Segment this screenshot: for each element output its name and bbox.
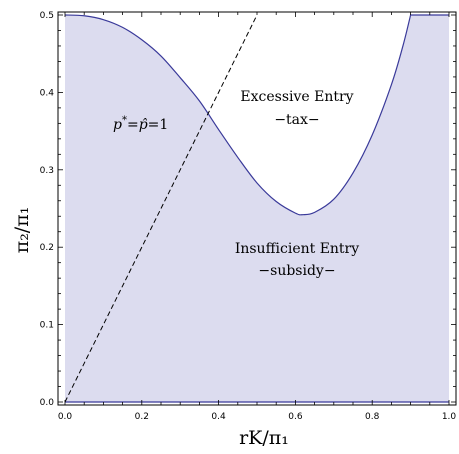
x-tick-label: 0.2 <box>135 412 149 422</box>
x-tick-label: 0.4 <box>211 412 226 422</box>
x-tick-label: 0.6 <box>288 412 303 422</box>
y-tick-label: 0.4 <box>40 88 55 98</box>
x-tick-label: 0.0 <box>58 412 73 422</box>
annotation-insufficient-sub: −subsidy− <box>258 263 335 279</box>
region-insufficient-fill <box>65 15 449 402</box>
x-tick-label: 1.0 <box>442 412 457 422</box>
y-tick-label: 0.3 <box>40 166 54 176</box>
annotation-eq: = <box>127 117 139 133</box>
annotation-phat: p̂ <box>139 117 148 133</box>
x-axis-label-main: rK/π₁ <box>239 427 289 449</box>
plot-area <box>64 14 449 403</box>
y-tick-label: 0.5 <box>40 11 54 21</box>
annotation-p: p <box>113 117 122 133</box>
y-tick-label: 0.1 <box>40 321 54 331</box>
dashed-line-p-star <box>64 14 258 403</box>
boundary-curve <box>64 14 449 216</box>
x-tick-label: 0.8 <box>365 412 380 422</box>
annotation-insufficient-title: Insufficient Entry <box>235 241 359 257</box>
annotation-diagonal: p*=p̂=1 <box>113 115 168 133</box>
y-axis-label: π₂/π₁ <box>11 207 33 254</box>
annotation-rhs: =1 <box>148 117 169 133</box>
x-axis-label: rK/π₁ <box>239 427 289 449</box>
annotation-excessive-title: Excessive Entry <box>240 89 353 105</box>
annotation-excessive-sub: −tax− <box>274 112 319 128</box>
y-tick-label: 0.0 <box>40 398 55 408</box>
annotation-star: * <box>122 115 127 126</box>
axes: 0.0 0.2 0.4 0.6 0.8 1.0 0.0 0.1 0.2 0.3 0.4 0.5 <box>40 11 457 422</box>
y-tick-label: 0.2 <box>40 243 54 253</box>
